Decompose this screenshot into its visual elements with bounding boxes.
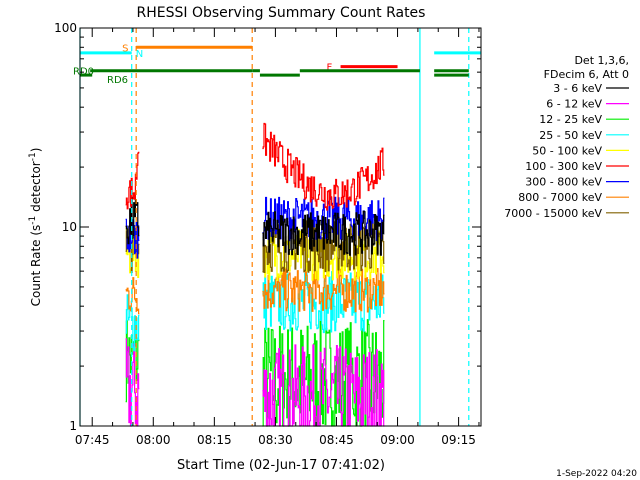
y-axis-label-part: Count Rate (s [29,225,43,307]
flag-layer: SNFRD0RD6 [73,28,481,426]
series-100-300-kev [125,122,385,211]
legend-header-line: Det 1,3,6, [574,54,629,67]
y-tick-label: 100 [54,21,77,35]
series-trace [262,318,385,427]
flag-label-rd6: RD6 [107,75,128,86]
x-tick-label: 09:15 [441,433,476,447]
y-tick-label: 10 [62,220,77,234]
series-trace [125,277,140,315]
x-tick-label: 08:30 [258,433,293,447]
data-layer [125,122,385,427]
series-trace [262,344,385,427]
y-axis-label-sup: -1 [28,152,38,161]
flag-label-n: N [136,49,143,60]
chart-title: RHESSI Observing Summary Count Rates [137,5,426,21]
axis-layer: 07:45 08:00 08:15 08:30 08:45 09:00 09:15 1 10 10… [54,21,481,447]
legend-entry-label: 300 - 800 keV [525,176,602,189]
flag-label-s: S [122,43,128,54]
series-trace [125,151,140,210]
x-tick-label: 09:00 [380,433,415,447]
legend-entry-label: 12 - 25 keV [539,113,602,126]
legend-entry-label: 6 - 12 keV [546,98,602,111]
y-axis-label-part: ) [29,148,43,153]
series-trace [262,268,385,313]
x-tick-label: 07:45 [75,433,110,447]
series-trace [125,196,140,245]
legend-header-line: FDecim 6, Att 0 [544,68,629,81]
legend-entry-label: 25 - 50 keV [539,129,602,142]
series-6-12-kev [125,338,385,427]
legend-entry-label: 100 - 300 keV [525,160,602,173]
x-tick-label: 08:45 [319,433,354,447]
legend-entry-label: 3 - 6 keV [553,82,602,95]
series-trace [262,210,385,256]
series-800-7000-kev [125,268,385,315]
y-tick-label: 1 [69,419,77,433]
y-axis-label: Count Rate (s-1 detector-1) [28,148,43,307]
legend-entry-label: 7000 - 15000 keV [504,207,602,220]
flag-label-f: F [327,63,333,74]
x-tick-label: 08:00 [136,433,171,447]
series-trace [262,228,385,281]
series-trace [262,122,385,211]
legend-entry-label: 50 - 100 keV [532,144,602,157]
y-axis-label-part: detector [29,161,43,216]
series-trace [125,338,140,427]
generation-timestamp: 1-Sep-2022 04:20 [556,469,637,479]
series-trace [125,294,140,352]
legend-entry-label: 800 - 7000 keV [518,191,602,204]
legend: Det 1,3,6, FDecim 6, Att 0 3 - 6 keV 6 - … [504,54,629,220]
series-3-6-kev [125,196,385,256]
x-tick-label: 08:15 [197,433,232,447]
x-axis-label: Start Time (02-Jun-17 07:41:02) [177,458,385,473]
y-axis-label-sup: -1 [28,216,38,225]
